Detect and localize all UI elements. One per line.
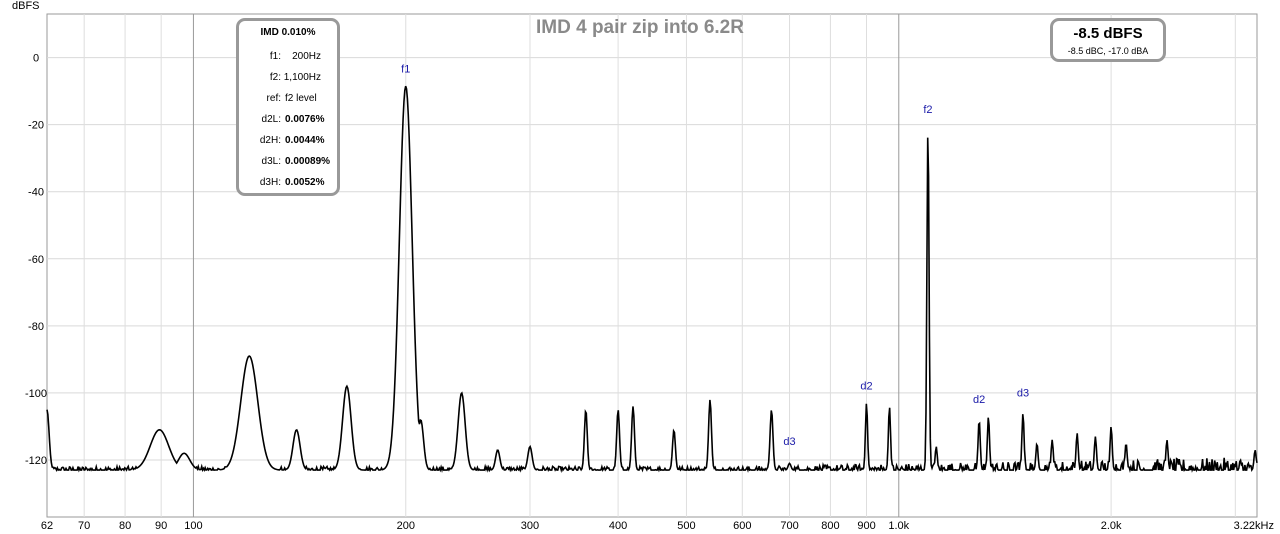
- spectrum-trace: [46, 85, 1258, 474]
- peak-label-d2: d2: [973, 394, 985, 406]
- imd-value: 0.0052%: [285, 177, 325, 188]
- level-main: -8.5 dBFS: [1073, 25, 1143, 42]
- imd-key: d2H:: [259, 135, 281, 146]
- imd-row: f1: 200Hz: [239, 50, 337, 64]
- imd-row: d2H: 0.0044%: [239, 134, 337, 148]
- x-tick-label: 800: [821, 520, 839, 532]
- peak-label-f1: f1: [401, 64, 410, 76]
- peak-label-d2: d2: [860, 381, 872, 393]
- x-tick-label: 2.0k: [1101, 520, 1122, 532]
- imd-key: d3H:: [259, 177, 281, 188]
- x-tick-label: 1.0k: [888, 520, 909, 532]
- level-readout-box: -8.5 dBFS -8.5 dBC, -17.0 dBA: [1050, 18, 1166, 62]
- x-tick-label: 300: [521, 520, 539, 532]
- y-tick-label: 0: [33, 53, 39, 65]
- x-tick-label: 900: [857, 520, 875, 532]
- peak-label-f2: f2: [923, 104, 932, 116]
- imd-value: 0.0076%: [285, 114, 325, 125]
- x-tick-label: 700: [780, 520, 798, 532]
- imd-summary-box: IMD 0.010% f1: 200Hz f2: 1,100Hz ref: f2 leve…: [236, 18, 340, 196]
- x-tick-label: 100: [184, 520, 202, 532]
- y-tick-label: -40: [28, 187, 44, 199]
- y-tick-label: -60: [28, 254, 44, 266]
- x-tick-label: 3.22kHz: [1234, 520, 1274, 532]
- x-tick-label: 80: [119, 520, 131, 532]
- imd-row: ref: f2 level: [239, 92, 337, 106]
- imd-value: 200Hz: [292, 51, 321, 62]
- imd-row: d2L: 0.0076%: [239, 113, 337, 127]
- y-axis-label: dBFS: [12, 0, 40, 12]
- imd-value: 0.0044%: [285, 135, 325, 146]
- axis-tick-labels: 0 -20 -40 -60 -80 -100 -120 62 70 80 90 100 200 300 40…: [25, 53, 1274, 532]
- imd-header: IMD 0.010%: [260, 27, 316, 38]
- x-tick-label: 200: [397, 520, 415, 532]
- level-sub: -8.5 dBC, -17.0 dBA: [1067, 46, 1149, 56]
- imd-value: f2 level: [285, 93, 317, 104]
- x-tick-label: 600: [733, 520, 751, 532]
- imd-key: ref:: [266, 93, 281, 104]
- imd-value: 1,100Hz: [283, 72, 321, 83]
- chart-title: IMD 4 pair zip into 6.2R: [536, 17, 744, 38]
- x-tick-label: 400: [609, 520, 627, 532]
- peak-label-d3: d3: [783, 436, 795, 448]
- x-tick-label: 90: [155, 520, 167, 532]
- x-tick-label: 500: [677, 520, 695, 532]
- imd-key: d2L:: [261, 114, 281, 125]
- imd-key: d3L:: [261, 156, 281, 167]
- imd-row: f2: 1,100Hz: [239, 71, 337, 85]
- peak-annotations: f1 f2 d2 d3 d2 d3: [401, 64, 1029, 448]
- imd-key: f2:: [269, 72, 281, 83]
- peak-label-d3: d3: [1017, 387, 1029, 399]
- y-tick-label: -20: [28, 120, 44, 132]
- imd-key: f1:: [269, 51, 281, 62]
- y-tick-label: -100: [25, 388, 47, 400]
- y-tick-label: -120: [25, 455, 47, 467]
- x-tick-label: 70: [78, 520, 90, 532]
- x-tick-label: 62: [41, 520, 53, 532]
- grid: [47, 14, 1257, 517]
- imd-value: 0.00089%: [285, 156, 331, 167]
- imd-row: d3L: 0.00089%: [239, 155, 337, 169]
- plot-area: [46, 13, 1258, 518]
- imd-row: d3H: 0.0052%: [239, 176, 337, 190]
- y-tick-label: -80: [28, 321, 44, 333]
